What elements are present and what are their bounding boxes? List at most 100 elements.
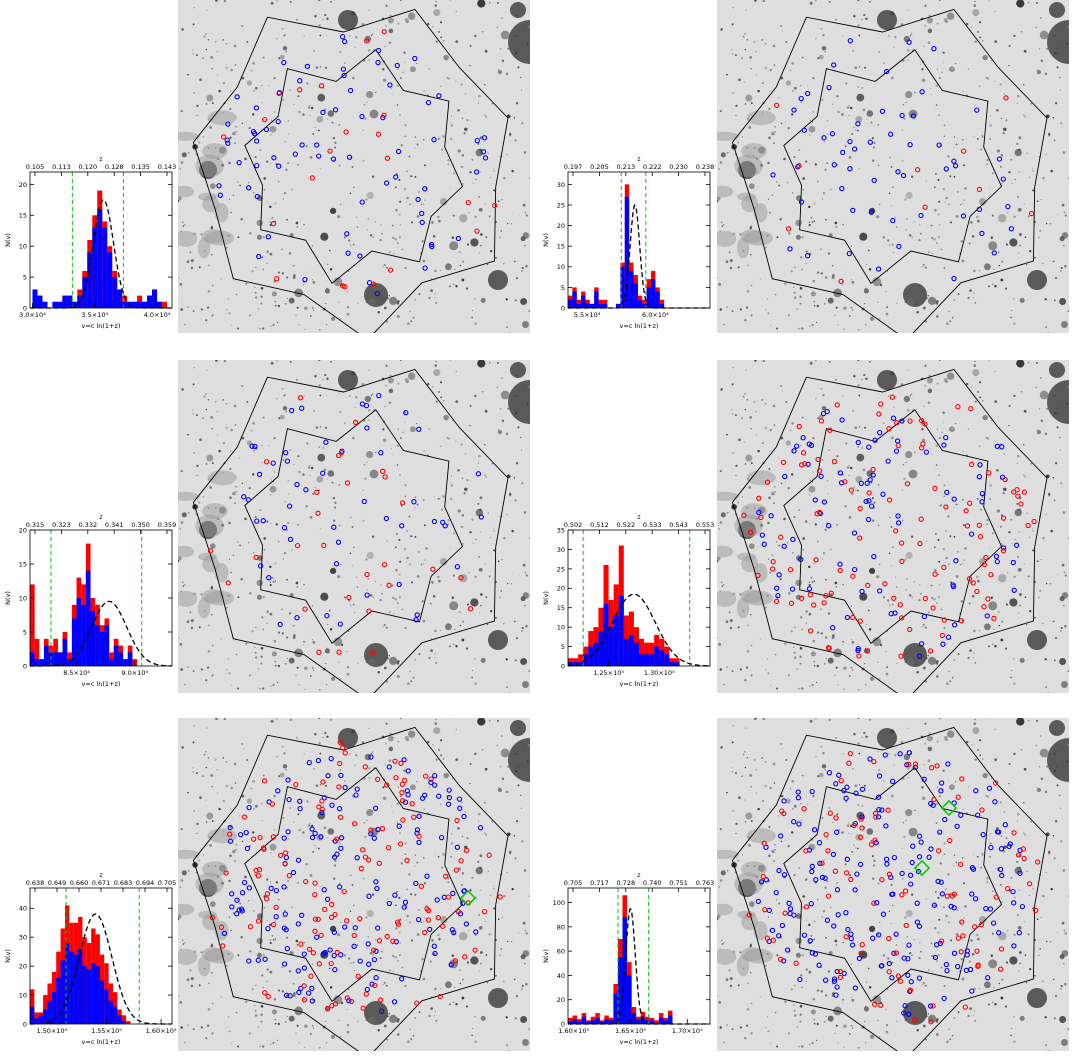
blue-bar (669, 662, 674, 666)
y-tick-label: 100 (553, 899, 565, 907)
gaussian-fit-curve (568, 205, 710, 308)
blue-bar (62, 296, 67, 308)
plot-frame (568, 172, 710, 308)
blue-bar (97, 209, 102, 308)
sky-image-svg (178, 718, 530, 1051)
blue-bar (582, 1017, 587, 1024)
x-tick-label: 1.25×10⁵ (593, 669, 624, 677)
blue-bar (87, 969, 91, 1024)
top-tick-label: 0.323 (52, 521, 71, 529)
blue-bar (614, 615, 619, 666)
top-tick-label: 0.683 (114, 879, 133, 887)
blue-bar (47, 1001, 51, 1024)
y-axis-label: N(v) (542, 591, 550, 605)
y-tick-label: 5 (561, 643, 565, 651)
blue-bar (109, 1001, 113, 1024)
sky-image-panel-2 (717, 0, 1069, 333)
blue-bar (30, 652, 35, 666)
blue-bar (675, 662, 680, 666)
top-tick-label: 0.660 (70, 879, 89, 887)
sky-image-panel-1 (178, 0, 530, 333)
blue-bar (634, 283, 638, 308)
blue-bar (634, 643, 639, 666)
blue-bar (654, 647, 659, 666)
top-tick-label: 0.751 (669, 879, 688, 887)
y-tick-label: 10 (19, 243, 27, 251)
y-tick-label: 80 (557, 923, 565, 931)
blue-bar (42, 302, 47, 308)
blue-bar (636, 1019, 641, 1024)
y-tick-label: 0 (561, 1020, 565, 1028)
y-tick-label: 40 (19, 905, 27, 913)
x-axis-label: v=c ln(1+z) (620, 1038, 659, 1046)
y-tick-label: 60 (557, 948, 565, 956)
top-tick-label: 0.120 (78, 163, 97, 171)
y-tick-label: 10 (19, 991, 27, 999)
top-tick-label: 0.512 (590, 521, 609, 529)
x-tick-label: 1.55×10⁵ (91, 1027, 122, 1035)
x-axis-label: v=c ln(1+z) (620, 322, 659, 330)
blue-bar (39, 659, 44, 666)
top-tick-label: 0.705 (564, 879, 583, 887)
y-tick-label: 0 (561, 662, 565, 670)
blue-bar (598, 631, 603, 666)
blue-bar (122, 1021, 126, 1024)
y-tick-label: 20 (557, 996, 565, 1004)
y-tick-label: 20 (19, 963, 27, 971)
blue-bar (118, 652, 123, 666)
y-tick-label: 10 (557, 263, 565, 271)
x-tick-label: 1.65×10⁵ (615, 1027, 646, 1035)
x-axis-label: v=c ln(1+z) (82, 1038, 121, 1046)
top-axis-label: z (99, 514, 102, 521)
y-tick-label: 20 (557, 585, 565, 593)
blue-bar (624, 639, 629, 666)
blue-bar (112, 277, 117, 308)
y-tick-label: 10 (19, 594, 27, 602)
top-tick-label: 0.143 (158, 163, 177, 171)
y-tick-label: 25 (557, 565, 565, 573)
gaussian-fit-curve (568, 909, 710, 1024)
blue-bar (152, 289, 157, 308)
y-tick-label: 0 (23, 662, 27, 670)
blue-bar (32, 289, 37, 308)
y-tick-label: 30 (19, 934, 27, 942)
blue-bar (609, 627, 614, 666)
blue-bar (594, 292, 598, 308)
blue-bar (57, 302, 62, 308)
blue-bar (157, 302, 162, 308)
y-tick-label: 15 (557, 604, 565, 612)
x-tick-label: 1.30×10⁵ (644, 669, 675, 677)
top-tick-label: 0.717 (590, 879, 609, 887)
blue-bar (649, 654, 654, 666)
blue-bar (30, 1007, 34, 1024)
top-tick-label: 0.522 (616, 521, 635, 529)
blue-bar (109, 659, 114, 666)
blue-bar (69, 952, 73, 1024)
blue-bar (639, 654, 644, 666)
x-tick-label: 1.60×10⁵ (146, 1027, 177, 1035)
blue-bar (63, 639, 68, 666)
sky-image-panel-4 (717, 360, 1069, 693)
blue-bar (61, 960, 65, 1024)
sky-image-svg (717, 718, 1069, 1051)
blue-bar (81, 605, 86, 666)
sky-image-panel-6 (717, 718, 1069, 1051)
blue-bar (655, 292, 659, 308)
top-axis-label: z (637, 514, 640, 521)
top-tick-label: 0.649 (48, 879, 67, 887)
blue-bar (52, 302, 57, 308)
sky-image-panel-3 (178, 360, 530, 693)
blue-bar (91, 963, 95, 1024)
top-tick-label: 0.230 (669, 163, 688, 171)
blue-bar (632, 1013, 637, 1024)
blue-bar (572, 292, 576, 308)
x-tick-label: 6.0×10⁴ (642, 311, 669, 319)
red-bar (126, 1021, 130, 1024)
blue-bar (581, 296, 585, 308)
y-tick-label: 0 (561, 304, 565, 312)
